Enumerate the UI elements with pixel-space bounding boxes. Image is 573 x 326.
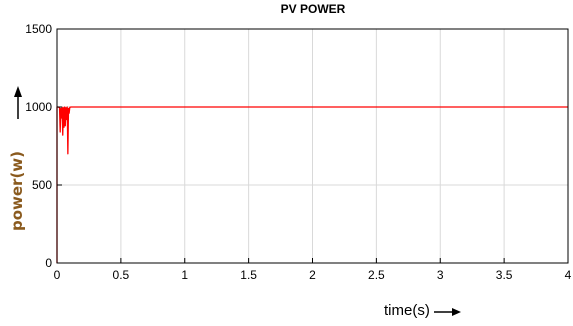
x-tick-label: 0 xyxy=(54,268,61,282)
x-axis-label: time(s) xyxy=(384,302,430,319)
y-tick-label: 1000 xyxy=(25,100,52,114)
x-tick-label: 1.5 xyxy=(240,268,257,282)
y-tick-label: 500 xyxy=(32,178,52,192)
y-tick-label: 0 xyxy=(45,256,52,270)
y-arrow-icon xyxy=(14,86,22,119)
x-arrow-icon xyxy=(434,308,461,316)
series-line xyxy=(56,106,568,263)
y-axis-label-group: power(w) xyxy=(8,86,26,231)
chart-title: PV POWER xyxy=(281,2,346,16)
x-tick-label: 2 xyxy=(309,268,316,282)
y-tick-label: 1500 xyxy=(25,22,52,36)
y-axis-ticks: 0 500 1000 1500 xyxy=(25,22,62,270)
x-tick-label: 0.5 xyxy=(113,268,130,282)
x-tick-label: 3 xyxy=(437,268,444,282)
x-tick-label: 2.5 xyxy=(368,268,385,282)
x-tick-label: 1 xyxy=(181,268,188,282)
x-tick-label: 4 xyxy=(565,268,572,282)
y-axis-label: power(w) xyxy=(8,151,26,231)
x-tick-label: 3.5 xyxy=(496,268,513,282)
x-axis-ticks: 0 0.5 1 1.5 2 2.5 3 3.5 4 xyxy=(54,258,572,282)
x-axis-label-group: time(s) xyxy=(384,302,461,319)
grid-lines xyxy=(57,29,568,263)
series-layer xyxy=(56,106,568,263)
